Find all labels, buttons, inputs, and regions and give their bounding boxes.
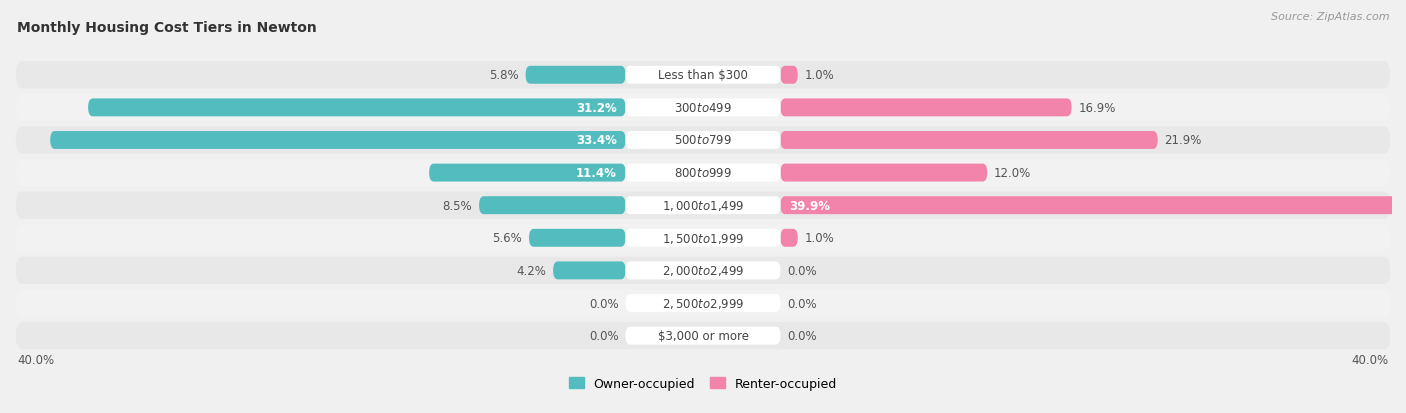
FancyBboxPatch shape bbox=[626, 294, 780, 312]
Text: Source: ZipAtlas.com: Source: ZipAtlas.com bbox=[1271, 12, 1389, 22]
FancyBboxPatch shape bbox=[526, 66, 626, 85]
Text: $800 to $999: $800 to $999 bbox=[673, 167, 733, 180]
Text: 21.9%: 21.9% bbox=[1164, 134, 1202, 147]
FancyBboxPatch shape bbox=[780, 164, 987, 182]
Text: 31.2%: 31.2% bbox=[576, 102, 617, 114]
FancyBboxPatch shape bbox=[429, 164, 626, 182]
FancyBboxPatch shape bbox=[626, 132, 780, 150]
FancyBboxPatch shape bbox=[553, 262, 626, 280]
Text: 4.2%: 4.2% bbox=[516, 264, 547, 277]
FancyBboxPatch shape bbox=[15, 159, 1391, 187]
Text: 1.0%: 1.0% bbox=[804, 69, 834, 82]
FancyBboxPatch shape bbox=[479, 197, 626, 215]
Text: 12.0%: 12.0% bbox=[994, 167, 1032, 180]
Text: 16.9%: 16.9% bbox=[1078, 102, 1116, 114]
FancyBboxPatch shape bbox=[15, 290, 1391, 317]
Text: 0.0%: 0.0% bbox=[589, 329, 619, 342]
Text: $1,000 to $1,499: $1,000 to $1,499 bbox=[662, 199, 744, 213]
Text: 11.4%: 11.4% bbox=[576, 167, 617, 180]
FancyBboxPatch shape bbox=[15, 127, 1391, 154]
FancyBboxPatch shape bbox=[51, 132, 626, 150]
Text: 40.0%: 40.0% bbox=[17, 353, 55, 366]
Text: 5.6%: 5.6% bbox=[492, 232, 522, 244]
FancyBboxPatch shape bbox=[626, 66, 780, 85]
FancyBboxPatch shape bbox=[780, 99, 1071, 117]
Text: $300 to $499: $300 to $499 bbox=[673, 102, 733, 114]
FancyBboxPatch shape bbox=[780, 229, 797, 247]
Text: $500 to $799: $500 to $799 bbox=[673, 134, 733, 147]
FancyBboxPatch shape bbox=[529, 229, 626, 247]
FancyBboxPatch shape bbox=[626, 262, 780, 280]
FancyBboxPatch shape bbox=[15, 192, 1391, 219]
Text: $3,000 or more: $3,000 or more bbox=[658, 329, 748, 342]
Text: 1.0%: 1.0% bbox=[804, 232, 834, 244]
FancyBboxPatch shape bbox=[626, 164, 780, 182]
FancyBboxPatch shape bbox=[15, 95, 1391, 122]
Text: 39.9%: 39.9% bbox=[789, 199, 830, 212]
Text: Monthly Housing Cost Tiers in Newton: Monthly Housing Cost Tiers in Newton bbox=[17, 21, 316, 35]
Text: Less than $300: Less than $300 bbox=[658, 69, 748, 82]
Text: 5.8%: 5.8% bbox=[489, 69, 519, 82]
Text: 0.0%: 0.0% bbox=[787, 297, 817, 310]
Legend: Owner-occupied, Renter-occupied: Owner-occupied, Renter-occupied bbox=[564, 372, 842, 395]
Text: $1,500 to $1,999: $1,500 to $1,999 bbox=[662, 231, 744, 245]
Text: 8.5%: 8.5% bbox=[443, 199, 472, 212]
Text: $2,000 to $2,499: $2,000 to $2,499 bbox=[662, 264, 744, 278]
FancyBboxPatch shape bbox=[89, 99, 626, 117]
FancyBboxPatch shape bbox=[626, 327, 780, 345]
FancyBboxPatch shape bbox=[780, 66, 797, 85]
Text: 0.0%: 0.0% bbox=[589, 297, 619, 310]
FancyBboxPatch shape bbox=[15, 322, 1391, 349]
Text: 40.0%: 40.0% bbox=[1351, 353, 1389, 366]
FancyBboxPatch shape bbox=[626, 229, 780, 247]
FancyBboxPatch shape bbox=[15, 225, 1391, 252]
Text: $2,500 to $2,999: $2,500 to $2,999 bbox=[662, 296, 744, 310]
Text: 0.0%: 0.0% bbox=[787, 264, 817, 277]
Text: 33.4%: 33.4% bbox=[576, 134, 617, 147]
Text: 0.0%: 0.0% bbox=[787, 329, 817, 342]
FancyBboxPatch shape bbox=[780, 132, 1157, 150]
FancyBboxPatch shape bbox=[780, 197, 1406, 215]
FancyBboxPatch shape bbox=[15, 62, 1391, 89]
FancyBboxPatch shape bbox=[15, 257, 1391, 285]
FancyBboxPatch shape bbox=[626, 99, 780, 117]
FancyBboxPatch shape bbox=[626, 197, 780, 215]
